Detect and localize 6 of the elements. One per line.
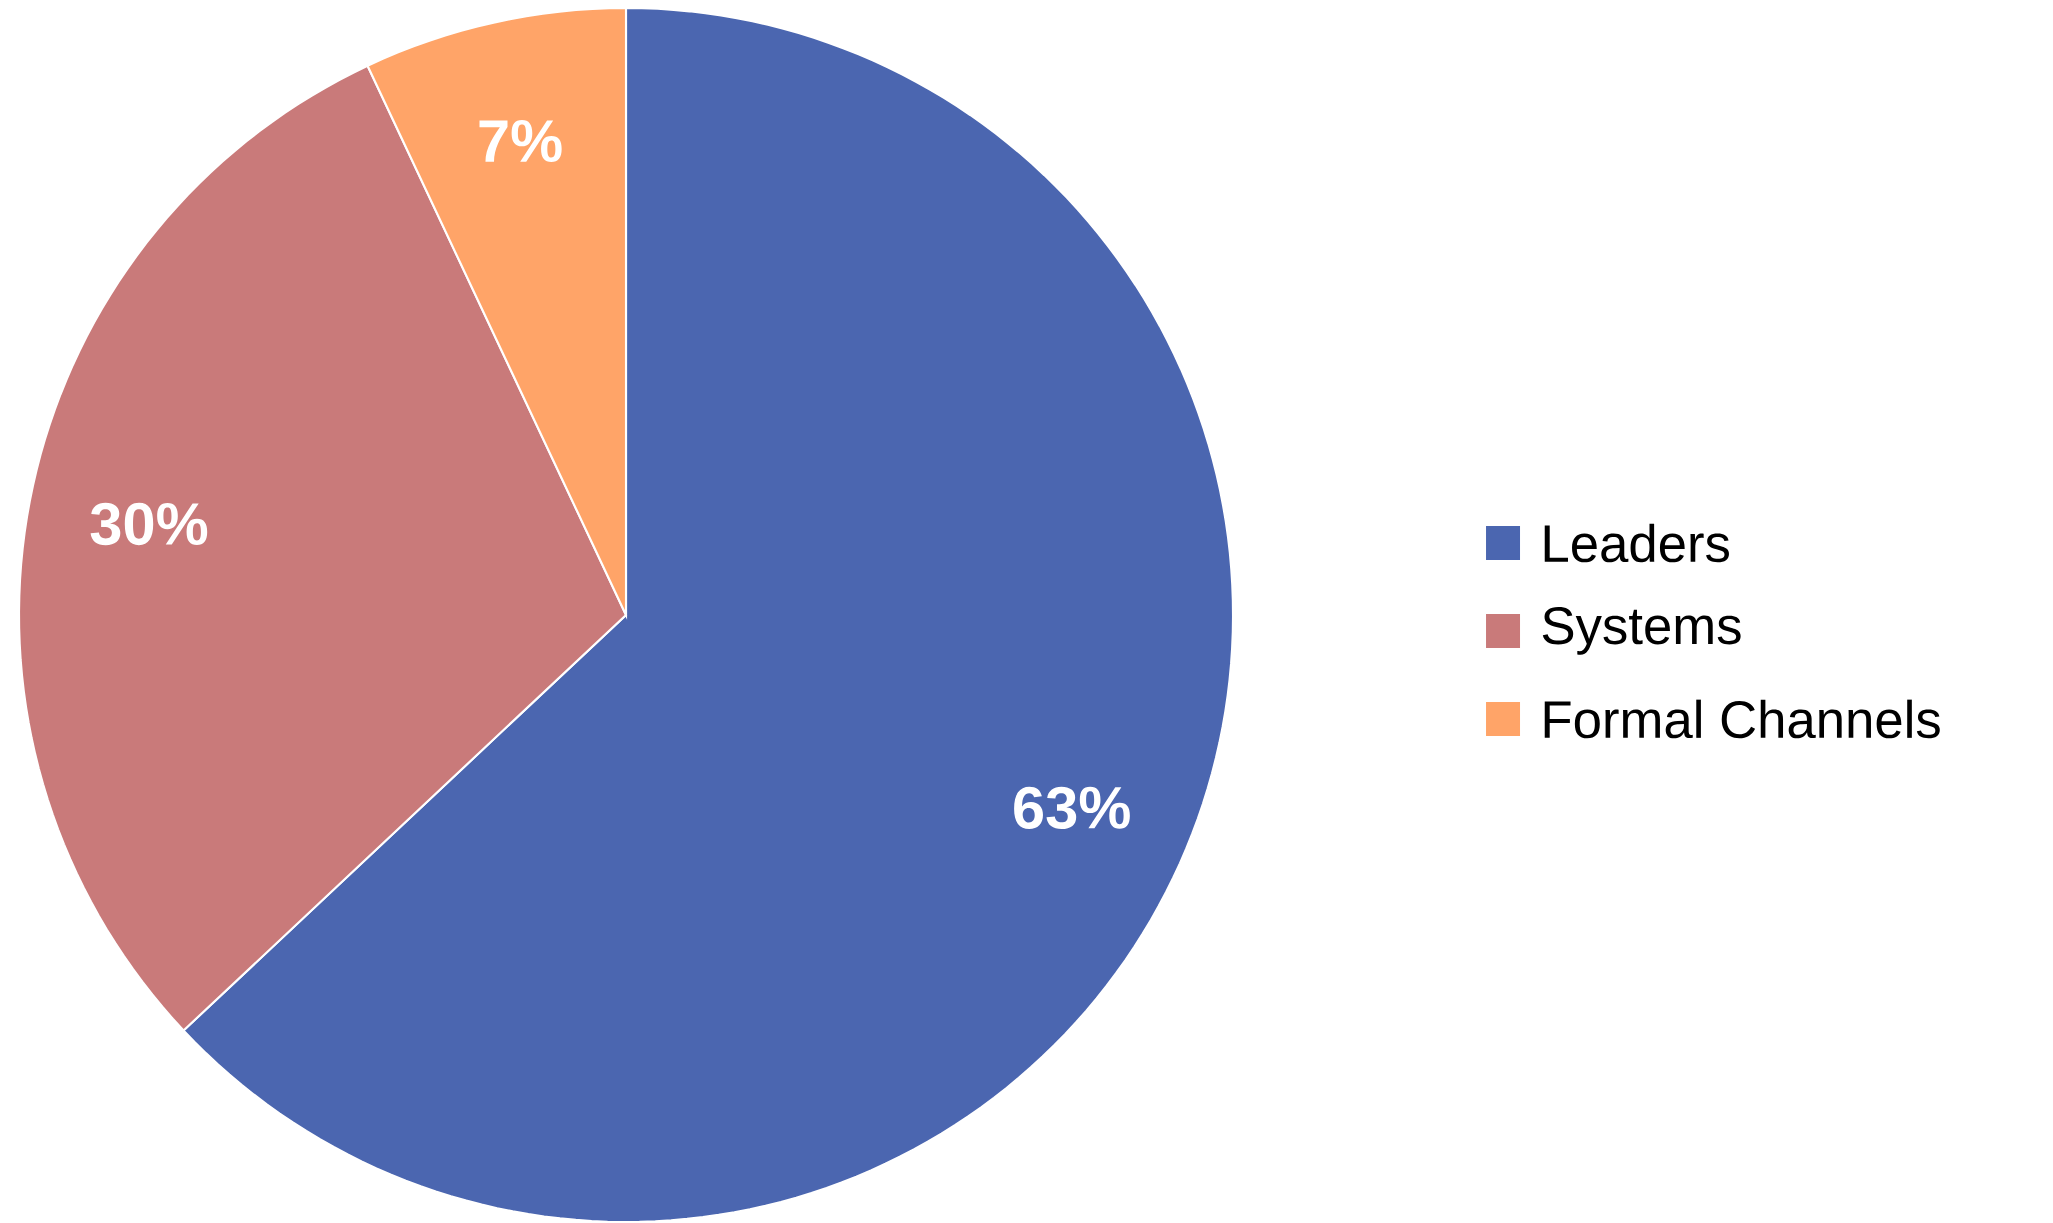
- data-label: 7%: [479, 120, 562, 163]
- data-label: 63%: [1014, 786, 1130, 830]
- legend-label: Leaders: [1544, 523, 1729, 563]
- data-label: 30%: [90, 502, 208, 546]
- legend-label: Systems: [1542, 607, 1741, 655]
- legend-label: Formal Channels: [1544, 699, 1940, 739]
